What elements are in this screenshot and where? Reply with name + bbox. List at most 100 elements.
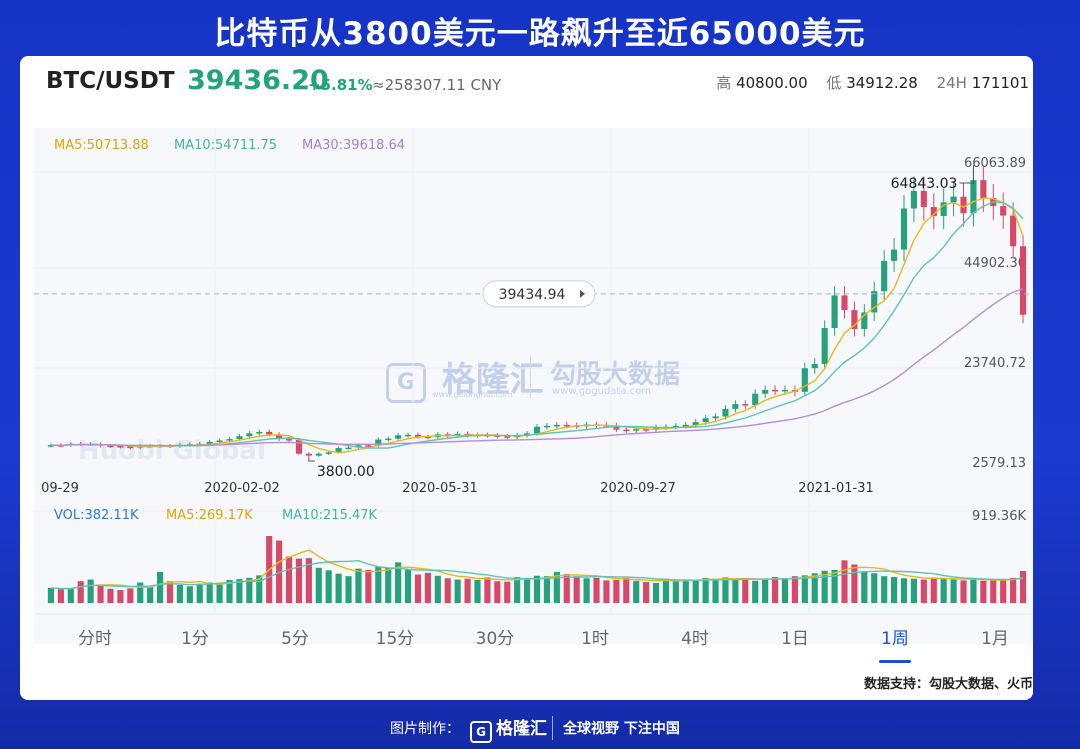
candle-body	[950, 196, 957, 203]
candle-body	[127, 446, 134, 449]
candle-body	[831, 295, 838, 329]
chart-card: BTC/USDT 39436.20 +5.81% ≈258307.11 CNY …	[20, 56, 1033, 700]
volume-bar	[801, 575, 808, 603]
volume-bar	[633, 580, 640, 603]
volume-bar	[285, 556, 293, 603]
volume-bar	[900, 578, 908, 603]
volume-bar	[910, 578, 918, 603]
volume-bar	[970, 579, 977, 603]
volume-bar	[643, 582, 650, 603]
x-axis-tick: 2020-02-02	[204, 481, 280, 496]
low-label: 低	[826, 74, 842, 92]
candle-body	[960, 196, 967, 214]
volume-bar	[930, 577, 937, 603]
chart-area[interactable]	[34, 128, 1033, 644]
trading-pair[interactable]: BTC/USDT	[46, 68, 175, 94]
volume-bar	[662, 578, 670, 603]
ma10-legend: MA10:54711.75	[174, 138, 278, 153]
tab-3[interactable]: 15分	[375, 629, 415, 649]
volume-bar	[831, 569, 838, 603]
high-label: 高	[716, 74, 732, 92]
x-axis-tick: 2020-05-31	[402, 481, 478, 496]
volume-bar	[176, 584, 183, 603]
volume-bar	[226, 579, 233, 603]
candle-body	[910, 190, 918, 209]
volume-bar	[1019, 571, 1027, 603]
tab-9[interactable]: 1月	[981, 629, 1009, 649]
ma30-legend: MA30:39618.64	[302, 138, 406, 153]
tab-4[interactable]: 30分	[475, 629, 515, 649]
tab-8[interactable]: 1周	[881, 629, 909, 649]
candle-body	[861, 312, 868, 329]
candle-body	[940, 202, 947, 217]
volume-bar	[196, 583, 203, 603]
headline: 比特币从3800美元一路飙升至近65000美元	[214, 16, 866, 52]
volume-bar	[891, 577, 898, 603]
vol24-label: 24H	[936, 74, 967, 92]
data-source: 数据支持：勾股大数据、火币网	[863, 677, 1033, 692]
volume-bar	[216, 583, 223, 603]
candle-body	[414, 434, 422, 437]
volume-bar	[97, 585, 104, 603]
footer-logo: G 格隆汇	[470, 714, 547, 743]
candle-body	[811, 363, 818, 369]
volume-bar	[305, 558, 312, 603]
watermark-gogudata-url: www.gogudata.com	[552, 386, 652, 397]
candle-body	[385, 438, 392, 441]
candle-body	[305, 453, 312, 456]
candle-body	[643, 429, 650, 431]
candle-body	[216, 440, 223, 442]
tab-2[interactable]: 5分	[281, 629, 309, 649]
tab-6[interactable]: 4时	[681, 629, 709, 649]
volume-bar	[861, 571, 868, 603]
volume-bar	[424, 572, 431, 603]
volume-legend: VOL:382.11K	[54, 508, 139, 523]
candle-body	[871, 291, 878, 313]
volume-bar	[335, 573, 342, 603]
watermark-brand-url: www.gelonghui.com	[432, 390, 513, 399]
ma30-line	[50, 288, 1024, 447]
candle-body	[315, 453, 322, 456]
volume-bar	[127, 588, 134, 603]
volume-bar	[682, 579, 689, 603]
volume-bar	[404, 569, 412, 603]
tab-0[interactable]: 分时	[78, 629, 112, 649]
candle-body	[454, 433, 461, 436]
volume-bar	[613, 579, 620, 603]
candle-body	[881, 260, 888, 292]
candle-body	[285, 439, 293, 441]
volume-bar	[504, 581, 511, 603]
candle-body	[801, 368, 808, 392]
volume-bar	[742, 578, 749, 603]
tab-5[interactable]: 1时	[581, 629, 609, 649]
candlestick-chart[interactable]: 66063.89 44902.30 23740.72 2579.13 919.36K 09…	[20, 56, 1033, 616]
candle-body	[365, 445, 372, 447]
volume-bar	[871, 573, 878, 603]
volume-bar	[57, 589, 64, 603]
volume-bar	[920, 579, 927, 603]
tab-7[interactable]: 1日	[781, 629, 809, 649]
volume-bar	[246, 577, 253, 603]
candle-body	[266, 431, 273, 435]
tab-1[interactable]: 1分	[181, 629, 209, 649]
volume-ma10-legend: MA10:215.47K	[282, 508, 378, 523]
candle-body	[117, 446, 124, 448]
footer-credit: 图片制作：	[390, 721, 460, 737]
volume-bar	[365, 569, 372, 603]
candle-body	[980, 180, 987, 199]
volume-bar	[781, 578, 789, 603]
volume-bar	[77, 581, 84, 603]
candle-body	[533, 426, 541, 434]
candle-body	[553, 424, 560, 427]
candle-body	[1019, 246, 1027, 315]
volume-bar	[444, 578, 451, 603]
footer-logo-icon: G	[470, 721, 492, 743]
candle-body	[900, 208, 908, 250]
volume-bar	[474, 579, 481, 603]
ticker-row: BTC/USDT 39436.20 +5.81% ≈258307.11 CNY …	[20, 56, 1033, 112]
candle-body	[682, 424, 689, 427]
volume-bar	[295, 558, 303, 603]
candle-body	[1000, 206, 1007, 216]
vol24-value: 171101	[971, 74, 1029, 92]
price-change: +5.81%	[308, 76, 373, 94]
